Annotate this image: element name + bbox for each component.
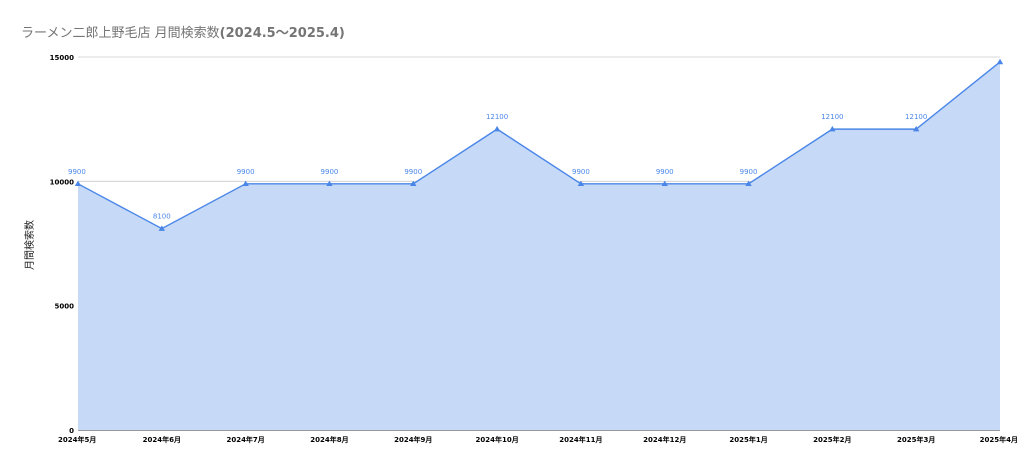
- data-label-7: 9900: [572, 168, 590, 176]
- y-tick-label: 0: [69, 427, 74, 435]
- data-points: [74, 58, 1004, 231]
- y-tick-label: 5000: [55, 303, 75, 311]
- data-point-6: [493, 125, 501, 132]
- area-fill: [78, 61, 1000, 431]
- x-tick-label: 2025年3月: [897, 435, 935, 444]
- series-line: [77, 61, 1001, 230]
- data-point-4: [326, 180, 333, 187]
- data-label-3: 9900: [237, 168, 255, 176]
- x-tick-label: 2024年9月: [394, 435, 432, 444]
- x-axis-ticks: 2024年5月 2024年6月 2024年7月 2024年8月 2024年9月 2024年…: [58, 435, 1018, 444]
- data-label-6: 12100: [486, 113, 508, 121]
- data-label-1: 9900: [68, 168, 86, 176]
- x-tick-label: 2024年7月: [226, 435, 264, 444]
- data-point-5: [410, 180, 417, 187]
- data-point-2: [158, 225, 166, 231]
- x-tick-label: 2024年11月: [559, 435, 602, 444]
- y-tick-label: 15000: [50, 54, 74, 62]
- data-point-11: [912, 125, 920, 132]
- x-tick-label: 2024年5月: [58, 435, 96, 444]
- chart-title-main: ラーメン二郎上野毛店 月間検索数: [21, 26, 220, 41]
- data-label-9: 9900: [740, 168, 758, 176]
- chart-title: ラーメン二郎上野毛店 月間検索数(2024.5～2025.4): [21, 22, 345, 41]
- x-tick-label: 2024年12月: [643, 435, 686, 444]
- data-label-10: 12100: [821, 113, 843, 121]
- data-labels: 9900 8100 9900 9900 9900 12100 9900 9900 9900 121…: [68, 113, 927, 220]
- area-fill-group: [78, 61, 1000, 431]
- data-label-2: 8100: [153, 213, 171, 221]
- data-label-11: 12100: [905, 113, 927, 121]
- data-label-4: 9900: [321, 168, 339, 176]
- y-axis-label: 月間検索数: [23, 220, 36, 270]
- series-line-group: [77, 61, 1001, 230]
- x-tick-label: 2024年10月: [475, 435, 518, 444]
- data-point-9: [745, 180, 752, 187]
- x-tick-label: 2025年4月: [980, 435, 1018, 444]
- y-axis-ticks: 0 5000 10000 15000: [50, 54, 74, 435]
- data-point-7: [577, 180, 585, 187]
- x-tick-label: 2025年2月: [813, 435, 851, 444]
- data-point-12: [996, 58, 1004, 65]
- chart-title-range: (2024.5～2025.4): [219, 26, 345, 41]
- x-tick-label: 2025年1月: [729, 435, 767, 444]
- data-point-8: [661, 180, 668, 187]
- y-tick-label: 10000: [50, 178, 74, 186]
- data-point-3: [242, 180, 249, 187]
- data-point-10: [829, 125, 836, 132]
- data-point-1: [74, 180, 82, 187]
- x-tick-label: 2024年8月: [310, 435, 348, 444]
- data-label-8: 9900: [656, 168, 674, 176]
- x-tick-label: 2024年6月: [143, 435, 181, 444]
- data-label-5: 9900: [404, 168, 422, 176]
